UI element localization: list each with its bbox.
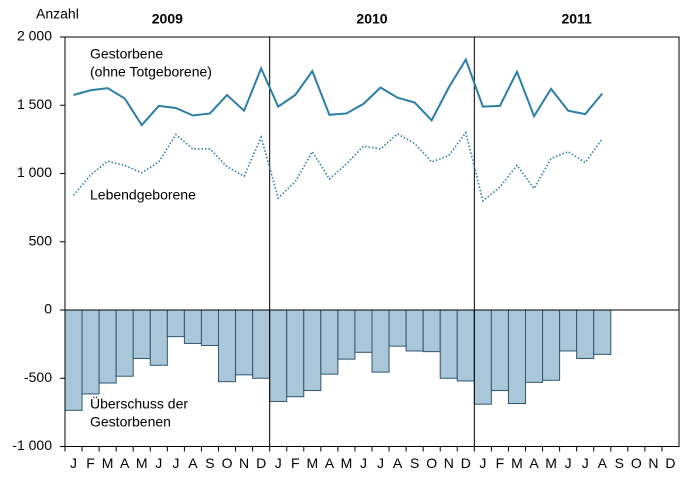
bar (576, 309, 595, 359)
x-tick-label: M (341, 455, 353, 471)
bar (115, 309, 134, 377)
y-tick-label: -1 000 (12, 437, 52, 453)
x-tick-label: A (393, 455, 403, 471)
bar (183, 309, 202, 344)
x-tick-label: D (256, 455, 266, 471)
x-tick-label: J (377, 455, 384, 471)
x-tick-label: J (360, 455, 367, 471)
bar (252, 309, 271, 379)
x-tick-label: A (529, 455, 539, 471)
bar (337, 309, 356, 360)
series-label: Lebendgeborene (90, 187, 196, 203)
x-tick-label: A (325, 455, 335, 471)
x-tick-label: S (205, 455, 214, 471)
x-tick-label: J (155, 455, 162, 471)
bar (473, 309, 492, 405)
bar (559, 309, 578, 352)
y-tick-label: 1 000 (17, 164, 52, 180)
x-tick-label: M (102, 455, 114, 471)
x-tick-label: N (239, 455, 249, 471)
x-tick-label: D (461, 455, 471, 471)
bar (132, 309, 151, 359)
series-label: Gestorbene (90, 46, 163, 62)
bar (371, 309, 390, 373)
y-tick-label: 1 500 (17, 96, 52, 112)
bar (593, 309, 612, 355)
bar (507, 309, 527, 405)
bar (303, 309, 322, 392)
bar (320, 309, 339, 375)
x-tick-label: A (598, 455, 608, 471)
bar (490, 309, 509, 392)
bar (422, 309, 441, 353)
y-tick-label: 500 (29, 232, 53, 248)
bar (456, 309, 475, 382)
x-tick-label: A (120, 455, 130, 471)
x-tick-label: A (188, 455, 198, 471)
x-tick-label: M (511, 455, 523, 471)
line-series (73, 57, 604, 127)
series-label: Überschuss der (90, 395, 188, 412)
group-label: 2011 (561, 11, 592, 27)
x-tick-label: O (631, 455, 642, 471)
x-tick-label: D (665, 455, 675, 471)
bar (286, 309, 305, 398)
x-tick-label: J (565, 455, 572, 471)
bar (64, 309, 83, 411)
x-tick-label: N (648, 455, 658, 471)
x-tick-label: O (222, 455, 233, 471)
bar (218, 309, 237, 383)
bar (81, 309, 100, 395)
bar (235, 309, 254, 376)
x-tick-label: J (479, 455, 486, 471)
y-tick-label: -500 (24, 369, 52, 385)
x-tick-label: J (275, 455, 282, 471)
bar (149, 309, 168, 366)
bar (542, 309, 561, 381)
x-tick-label: O (426, 455, 437, 471)
x-tick-label: J (70, 455, 77, 471)
y-tick-label: 0 (44, 301, 52, 317)
bar (166, 309, 185, 338)
x-tick-label: S (615, 455, 624, 471)
y-axis-label: Anzahl (36, 6, 79, 22)
bar (388, 309, 407, 347)
x-tick-label: M (306, 455, 318, 471)
line-series (72, 130, 603, 203)
bar (269, 309, 288, 402)
x-tick-label: J (582, 455, 589, 471)
bar (354, 309, 373, 353)
series-label: Gestorbenen (90, 414, 171, 430)
bar (98, 309, 117, 384)
y-tick-label: 2 000 (17, 28, 52, 44)
x-tick-label: M (545, 455, 557, 471)
x-tick-label: M (136, 455, 148, 471)
bar (200, 309, 219, 346)
plot-frame (64, 36, 680, 447)
x-tick-label: S (410, 455, 419, 471)
bar (439, 309, 458, 379)
x-tick-label: F (496, 455, 505, 471)
series-label: (ohne Totgeborene) (90, 64, 212, 80)
x-tick-label: F (86, 455, 95, 471)
group-label: 2009 (152, 11, 183, 27)
x-tick-label: J (172, 455, 179, 471)
group-label: 2010 (356, 11, 387, 27)
x-tick-label: F (291, 455, 300, 471)
bar (405, 309, 424, 352)
bar (525, 309, 544, 383)
x-tick-label: N (444, 455, 454, 471)
